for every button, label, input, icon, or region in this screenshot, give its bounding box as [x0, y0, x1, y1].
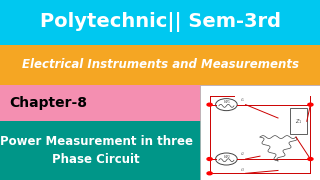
Bar	[200, 85, 320, 180]
Text: Phase Circuit: Phase Circuit	[52, 153, 140, 166]
Circle shape	[207, 172, 212, 175]
Circle shape	[308, 158, 313, 160]
Text: $i_2$: $i_2$	[240, 150, 244, 158]
Bar	[0, 0, 320, 45]
Text: Electrical Instruments and Measurements: Electrical Instruments and Measurements	[21, 58, 299, 71]
Text: Chapter-8: Chapter-8	[10, 96, 88, 110]
Text: $i_1$: $i_1$	[240, 96, 244, 104]
Bar	[0, 85, 320, 121]
Text: $W_1$: $W_1$	[222, 99, 230, 106]
Circle shape	[308, 103, 313, 106]
Bar	[0, 121, 320, 180]
Text: $i_3$: $i_3$	[240, 166, 244, 174]
Circle shape	[207, 158, 212, 160]
Text: Polytechnic|| Sem-3rd: Polytechnic|| Sem-3rd	[39, 12, 281, 33]
Circle shape	[207, 103, 212, 106]
Text: $W_2$: $W_2$	[223, 153, 230, 161]
Bar	[290, 108, 307, 134]
Bar	[0, 45, 320, 85]
Text: $Z_1$: $Z_1$	[295, 117, 302, 126]
Text: Power Measurement in three: Power Measurement in three	[0, 135, 193, 148]
